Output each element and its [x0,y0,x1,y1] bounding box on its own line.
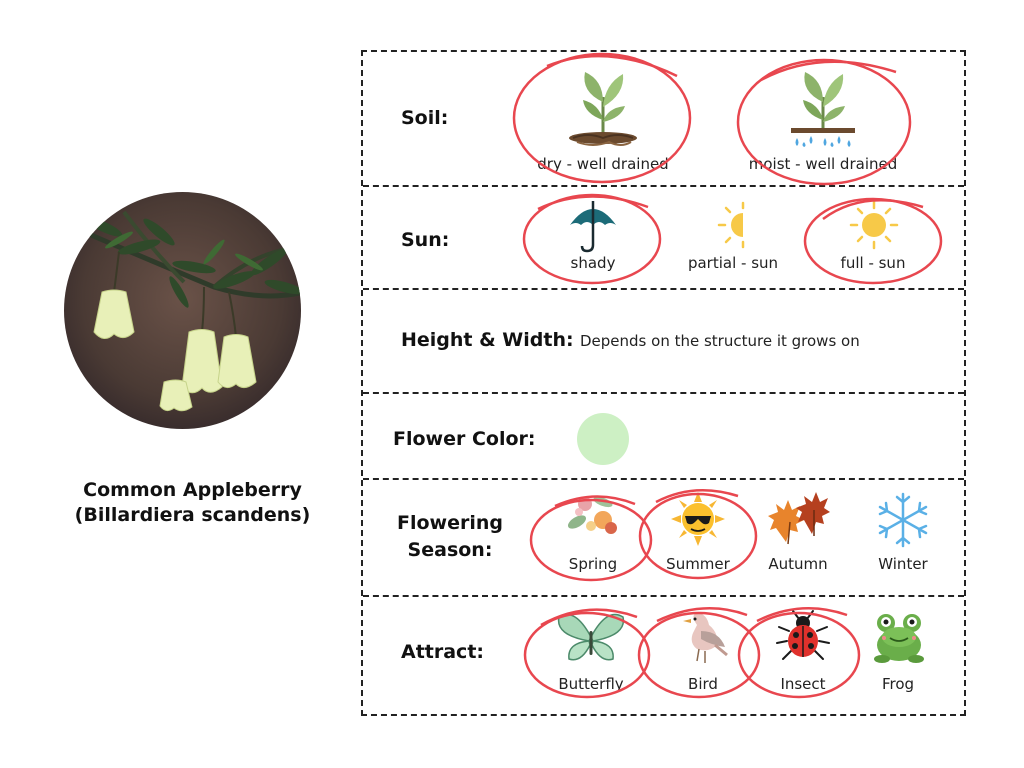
ladybug-icon [776,610,830,660]
attract-option-insect: Insect [737,597,861,714]
plant-botanical-name: (Billardiera scandens) [74,504,311,526]
plant-caption: Common Appleberry (Billardiera scandens) [60,478,325,528]
sun-label: Sun: [401,229,450,251]
plant-photo [64,192,301,429]
attract-option-frog: Frog [848,597,948,714]
sun-option-shady: shady [522,187,662,290]
season-label: Flowering Season: [397,510,503,564]
sun-sunglasses-icon [671,492,725,546]
sun-row: Sun: shady [363,187,964,290]
butterfly-icon [557,613,625,661]
plant-common-name: Common Appleberry [83,479,302,501]
attract-option-label: Frog [881,675,915,693]
size-label: Height & Width: [401,329,574,351]
attract-option-bird: Bird [637,597,761,714]
sun-option-partial: partial - sun [673,187,793,290]
soil-option-label: dry - well drained [537,155,669,173]
sun-option-label: partial - sun [687,254,779,272]
soil-option-dry: dry - well drained [512,52,692,187]
season-row: Flowering Season: Spring [363,480,964,597]
season-label-line2: Season: [407,539,493,561]
autumn-leaves-icon [768,492,830,545]
attract-row: Attract: Butterfly [363,597,964,714]
flower-color-label: Flower Color: [393,428,536,450]
frog-icon [874,614,924,663]
seedling-dry-soil-icon [569,72,637,146]
umbrella-icon [570,201,616,253]
season-option-spring: Spring [529,480,653,597]
season-option-autumn: Autumn [748,480,848,597]
attract-option-label: Bird [688,675,718,693]
soil-label: Soil: [401,107,449,129]
sun-option-label: shady [570,254,616,272]
season-option-label: Autumn [768,555,828,573]
attract-label: Attract: [401,641,485,663]
half-sun-icon [717,201,745,249]
sun-option-label: full - sun [840,254,906,272]
bird-icon [683,613,728,663]
flower-color-swatch [577,413,629,465]
flower-color-row: Flower Color: [363,394,964,480]
attract-option-label: Butterfly [558,675,624,693]
season-label-line1: Flowering [397,512,503,534]
season-option-label: Summer [666,555,730,573]
season-option-label: Spring [568,555,618,573]
attract-option-label: Insect [780,675,826,693]
size-row: Height & Width: Depends on the structure… [363,290,964,394]
season-option-label: Winter [878,555,928,573]
sun-option-full: full - sun [803,187,943,290]
soil-row: Soil: dry - well drained [363,52,964,187]
sun-icon [849,200,899,250]
season-option-summer: Summer [638,480,758,597]
snowflake-icon [878,492,928,548]
plant-info-sheet: Soil: dry - well drained [361,50,966,716]
soil-option-label: moist - well drained [748,155,898,173]
seedling-water-drops-icon [791,72,855,147]
season-option-winter: Winter [853,480,953,597]
attract-option-butterfly: Butterfly [523,597,651,714]
size-value: Depends on the structure it grows on [580,332,860,350]
spring-flowers-icon [567,496,617,534]
soil-option-moist: moist - well drained [736,52,912,187]
